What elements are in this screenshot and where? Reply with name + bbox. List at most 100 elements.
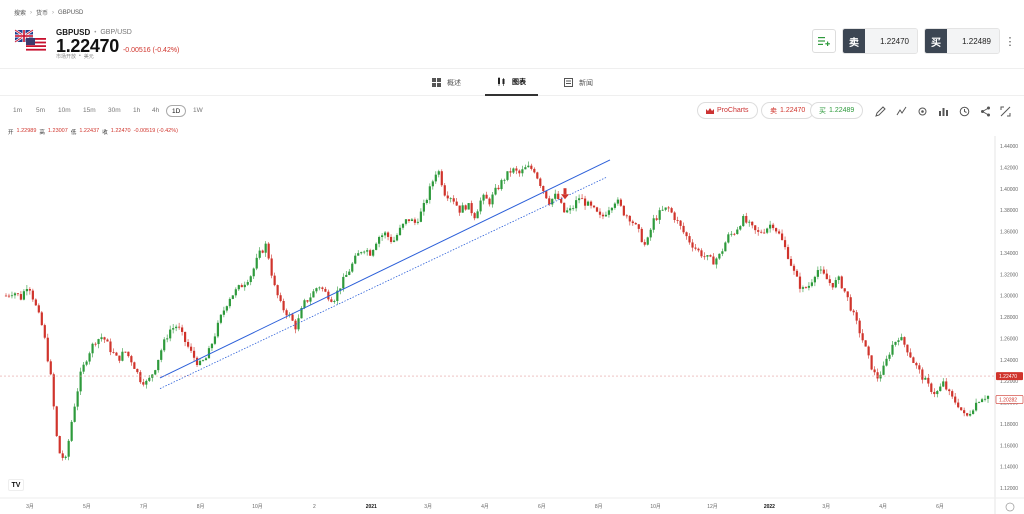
tab-overview[interactable]: 概述 bbox=[420, 69, 473, 96]
procharts-button[interactable]: ProCharts bbox=[697, 102, 758, 119]
timeframe-4h[interactable]: 4h bbox=[152, 107, 160, 114]
candle-body bbox=[766, 228, 769, 233]
candle-body bbox=[148, 377, 151, 381]
candle-body bbox=[667, 207, 670, 209]
candle-body bbox=[497, 187, 500, 190]
timeframe-1d[interactable]: 1D bbox=[166, 105, 187, 117]
kebab-icon[interactable]: ⋮ bbox=[1004, 35, 1016, 48]
current-price-label: 1.22470 bbox=[999, 374, 1017, 380]
quick-sell-button[interactable]: 卖 1.22470 bbox=[761, 102, 815, 119]
timeframe-1w[interactable]: 1W bbox=[193, 107, 203, 114]
candle-body bbox=[903, 337, 906, 345]
candle-body bbox=[37, 305, 40, 313]
candle-body bbox=[327, 291, 330, 300]
tab-news[interactable]: 新闻 bbox=[552, 69, 605, 96]
candle-body bbox=[834, 280, 837, 288]
candle-body bbox=[240, 285, 243, 288]
candle-body bbox=[643, 242, 646, 245]
candle-body bbox=[431, 181, 434, 187]
high-label: 高 bbox=[39, 130, 45, 136]
candle-body bbox=[861, 333, 864, 341]
candle-body bbox=[109, 341, 112, 353]
y-tick-label: 1.12000 bbox=[1000, 486, 1018, 492]
x-tick-label: 3月 bbox=[424, 504, 432, 510]
candle-body bbox=[324, 288, 327, 292]
candle-body bbox=[282, 300, 285, 311]
y-tick-label: 1.34000 bbox=[1000, 251, 1018, 257]
timeframe-30m[interactable]: 30m bbox=[108, 107, 121, 114]
candle-body bbox=[446, 195, 449, 199]
candle-body bbox=[548, 198, 551, 205]
tab-chart[interactable]: 图表 bbox=[485, 69, 538, 96]
candle-body bbox=[739, 226, 742, 230]
candle-body bbox=[318, 287, 321, 289]
candle-body bbox=[70, 421, 73, 441]
candle-body bbox=[398, 227, 402, 236]
candle-body bbox=[527, 165, 530, 168]
candle-body bbox=[231, 295, 234, 299]
candle-body bbox=[954, 396, 957, 403]
candle-body bbox=[557, 193, 560, 199]
candle-body bbox=[598, 211, 602, 215]
candle-body bbox=[646, 237, 649, 245]
candle-body bbox=[94, 343, 97, 345]
timeframe-1m[interactable]: 1m bbox=[13, 107, 23, 114]
candle-body bbox=[312, 291, 315, 298]
candle-body bbox=[572, 208, 575, 210]
candle-body bbox=[458, 205, 461, 213]
candle-body bbox=[354, 255, 357, 264]
candle-body bbox=[757, 230, 760, 232]
fullscreen-icon[interactable] bbox=[998, 104, 1012, 118]
x-tick-label: 3月 bbox=[822, 504, 830, 510]
candle-body bbox=[933, 391, 936, 395]
candle-body bbox=[640, 228, 643, 243]
pencil-icon[interactable] bbox=[873, 104, 887, 118]
settings-icon[interactable] bbox=[915, 104, 929, 118]
add-to-watchlist-button[interactable] bbox=[812, 29, 836, 53]
candle-body bbox=[971, 410, 975, 414]
candle-body bbox=[401, 223, 405, 228]
chart-type-icon[interactable] bbox=[936, 104, 950, 118]
candle-body bbox=[554, 193, 557, 199]
candle-body bbox=[798, 276, 802, 289]
clock-icon[interactable] bbox=[957, 104, 971, 118]
candle-body bbox=[963, 410, 966, 414]
x-tick-label: 7月 bbox=[140, 504, 148, 510]
candle-body bbox=[658, 210, 661, 220]
share-icon[interactable] bbox=[978, 104, 992, 118]
breadcrumb-item-search[interactable]: 搜索 bbox=[14, 11, 27, 17]
sell-button[interactable]: 卖 1.22470 bbox=[842, 28, 918, 54]
candle-body bbox=[43, 325, 46, 338]
candle-body bbox=[183, 331, 187, 342]
indicators-icon[interactable] bbox=[894, 104, 908, 118]
candle-body bbox=[592, 205, 596, 208]
breadcrumb-item-currency[interactable]: 货币 bbox=[36, 11, 49, 17]
candle-body bbox=[715, 258, 718, 265]
buy-button[interactable]: 买 1.22489 bbox=[924, 28, 1000, 54]
candle-body bbox=[957, 402, 960, 408]
candle-body bbox=[369, 250, 372, 256]
candle-body bbox=[622, 205, 625, 216]
candle-body bbox=[837, 276, 840, 281]
candle-body bbox=[163, 339, 166, 351]
candle-body bbox=[440, 171, 443, 186]
candles-icon bbox=[498, 77, 505, 86]
quick-buy-button[interactable]: 买 1.22489 bbox=[810, 102, 864, 119]
candle-body bbox=[864, 340, 867, 347]
price-chart[interactable]: 1.44000 1.42000 1.40000 1.38000 1.36000 1.340… bbox=[0, 136, 1024, 514]
candle-body bbox=[309, 297, 312, 302]
candle-body bbox=[906, 344, 909, 353]
timeframe-10m[interactable]: 10m bbox=[58, 107, 71, 114]
candle-body bbox=[876, 372, 879, 379]
candle-body bbox=[46, 337, 49, 362]
candle-body bbox=[518, 170, 521, 174]
timeframe-1h[interactable]: 1h bbox=[133, 107, 141, 114]
candle-body bbox=[703, 256, 706, 258]
timeframe-15m[interactable]: 15m bbox=[83, 107, 96, 114]
candle-body bbox=[422, 203, 425, 212]
timeframe-5m[interactable]: 5m bbox=[36, 107, 46, 114]
candle-body bbox=[389, 236, 393, 242]
y-tick-label: 1.32000 bbox=[1000, 272, 1018, 278]
candle-body bbox=[983, 398, 987, 400]
candle-body bbox=[563, 202, 566, 213]
